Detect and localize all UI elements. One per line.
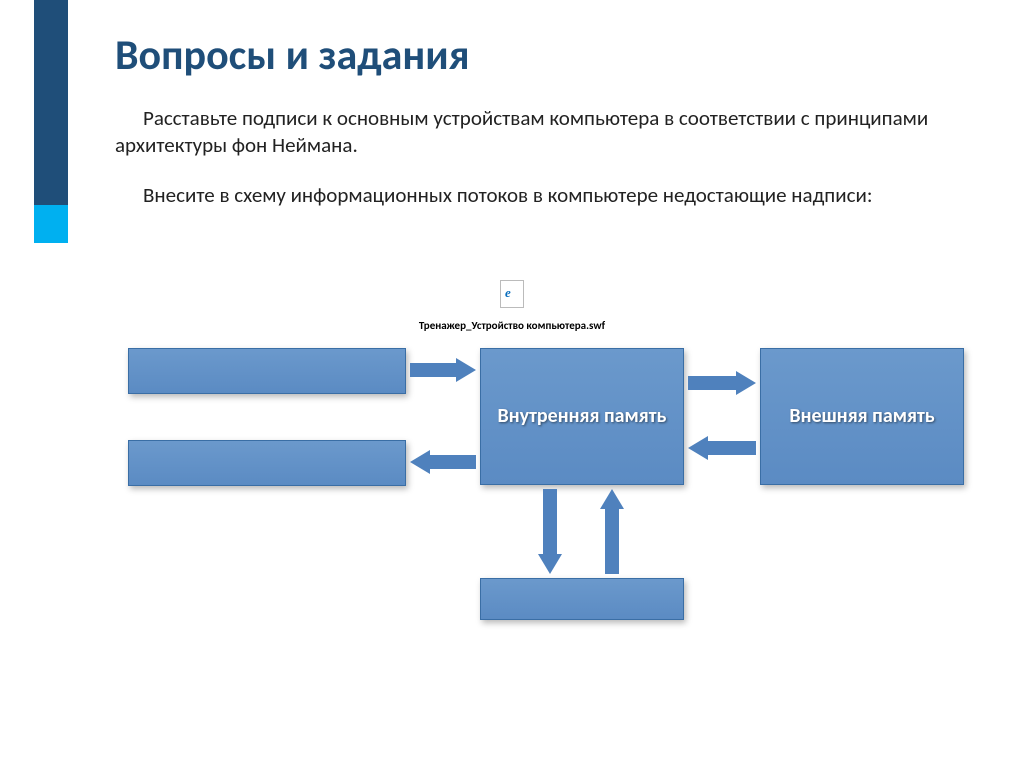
node-bottom xyxy=(480,578,684,620)
node-right: Внешняя память xyxy=(760,348,964,485)
node-top_left xyxy=(128,348,406,394)
flow-diagram: Внутренняя память Внешняя память xyxy=(0,0,1024,767)
node-label: Внешняя память xyxy=(789,405,934,428)
node-bottom_left xyxy=(128,440,406,486)
node-center: Внутренняя память xyxy=(480,348,684,485)
node-label: Внутренняя память xyxy=(498,405,667,428)
